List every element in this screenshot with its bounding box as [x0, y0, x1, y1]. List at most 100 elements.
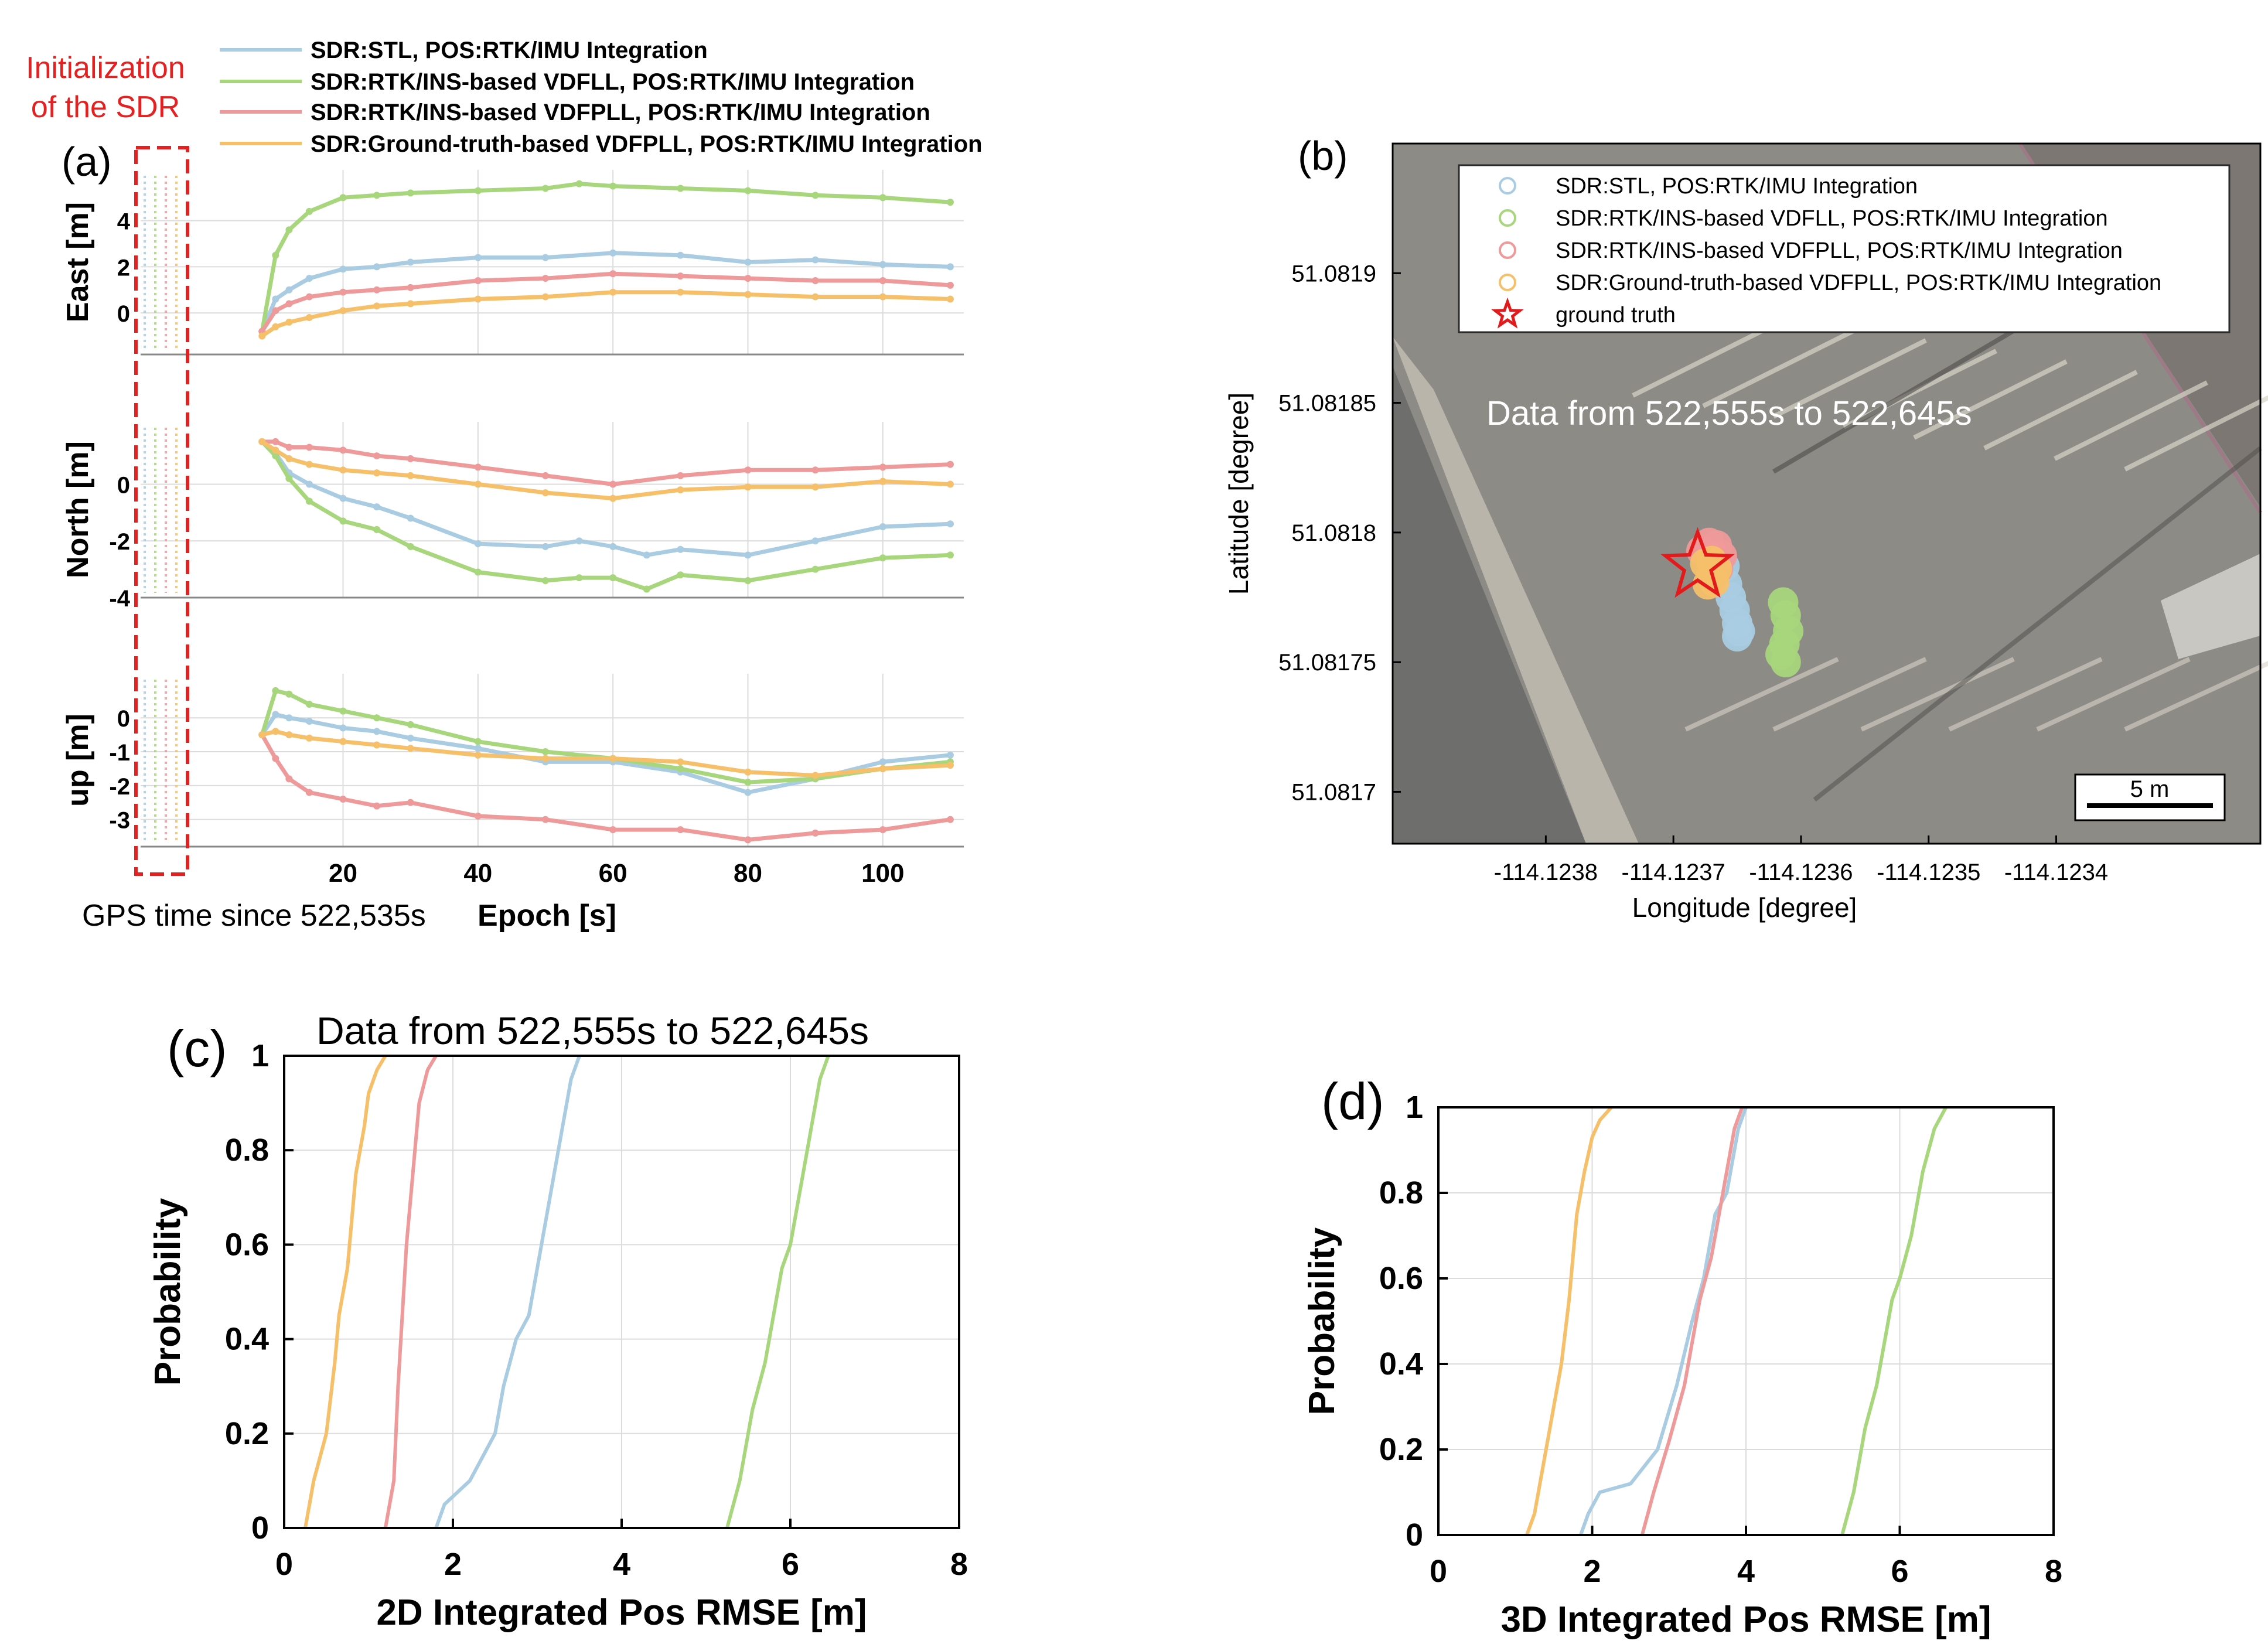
- a-point-vdfll: [407, 721, 414, 728]
- a-ytick-label: -3: [109, 808, 130, 834]
- a-point-vdfll: [339, 517, 347, 525]
- map-parking-line: [1860, 657, 2015, 732]
- a-point-vdfpll-gt: [285, 318, 293, 326]
- map-xtick-label: -114.1234: [2004, 859, 2108, 885]
- a-point-vdfpll-gt: [407, 300, 414, 308]
- a-point-vdfpll-rtk: [541, 275, 549, 282]
- a-point-vdfpll-gt: [879, 765, 886, 772]
- a-point-vdfll: [285, 226, 293, 234]
- map-parking-line: [1772, 338, 1927, 419]
- a-point-stl: [879, 261, 886, 268]
- a-point-vdfll: [373, 192, 381, 199]
- a-point-vdfpll-gt: [474, 480, 482, 488]
- a-point-vdfpll-rtk: [744, 275, 752, 282]
- panel-b: (b) 51.081751.0817551.081851.0818551.081…: [1223, 133, 2268, 923]
- a-point-vdfll: [811, 192, 819, 199]
- a-point-stl: [946, 520, 954, 528]
- map-parking-line: [1948, 657, 2103, 732]
- panel-b-label: (b): [1298, 133, 1348, 179]
- cdf-xtick-label: 6: [1891, 1554, 1908, 1589]
- cdf-xtick-label: 2: [1583, 1554, 1601, 1589]
- a-point-vdfpll-gt: [879, 293, 886, 301]
- a-point-stl: [541, 543, 549, 550]
- a-point-vdfpll-rtk: [879, 277, 886, 284]
- a-point-vdfpll-rtk: [407, 799, 414, 806]
- a-point-vdfpll-rtk: [541, 472, 549, 479]
- a-point-vdfll: [305, 207, 313, 215]
- a-series-vdfpll-rtk: [260, 734, 951, 842]
- map-sidewalk: [1393, 366, 1586, 844]
- a-point-vdfll: [285, 475, 293, 482]
- a-point-vdfll: [643, 585, 650, 593]
- legend-a-text-stl: SDR:STL, POS:RTK/IMU Integration: [311, 37, 708, 63]
- a-point-vdfll: [474, 568, 482, 576]
- a-point-vdfpll-rtk: [811, 466, 819, 474]
- map-xtick-label: -114.1237: [1622, 859, 1725, 885]
- a-point-vdfpll-rtk: [474, 277, 482, 284]
- cdf-ytick-label: 0.4: [225, 1322, 269, 1357]
- a-series-vdfpll-rtk: [260, 271, 951, 333]
- a-point-vdfpll-rtk: [811, 829, 819, 837]
- a-point-vdfpll-rtk: [474, 463, 482, 471]
- a-point-vdfpll-rtk: [373, 802, 381, 810]
- map-parking-line: [2036, 657, 2191, 732]
- a-point-vdfpll-rtk: [677, 472, 684, 479]
- a-point-vdfpll-gt: [879, 477, 886, 485]
- a-point-vdfpll-gt: [272, 728, 279, 735]
- a-point-stl: [285, 714, 293, 722]
- a-series-vdfll: [260, 440, 951, 591]
- a-xtick-label: 20: [329, 859, 357, 888]
- map-parking-line: [2124, 395, 2268, 472]
- a-point-vdfll: [373, 714, 381, 722]
- a-series-vdfpll-gt: [261, 290, 951, 338]
- map-legend-text: ground truth: [1556, 303, 1676, 328]
- map-legend-marker-vdfpll-rtk: [1499, 241, 1516, 259]
- a-point-stl: [811, 256, 819, 264]
- a-point-vdfll: [541, 185, 549, 192]
- a-point-vdfpll-gt: [677, 288, 684, 296]
- a-point-vdfpll-rtk: [272, 755, 279, 762]
- cdf-series-vdfll: [1840, 1106, 1948, 1536]
- map-parking-line: [1913, 359, 2068, 440]
- a-point-vdfpll-rtk: [541, 816, 549, 823]
- cdf-ylabel: Probability: [1302, 1227, 1342, 1415]
- panel-a: SDR:STL, POS:RTK/IMU Integration SDR:RTK…: [26, 37, 982, 933]
- a-point-vdfpll-gt: [541, 755, 549, 762]
- a-point-stl: [305, 275, 313, 282]
- a-point-vdfpll-gt: [946, 762, 954, 769]
- a-ytick-label: 4: [117, 209, 131, 235]
- a-point-vdfpll-gt: [305, 314, 313, 321]
- a-series-stl: [260, 712, 951, 794]
- map-ytick-label: 51.0819: [1291, 261, 1376, 286]
- cdf-series-vdfll: [725, 1055, 830, 1529]
- a-point-stl: [407, 734, 414, 742]
- a-point-vdfpll-gt: [339, 738, 347, 745]
- map-parking-line: [2054, 380, 2208, 461]
- scale-bar-label: 5 m: [2130, 776, 2170, 802]
- a-point-vdfpll-gt: [373, 302, 381, 310]
- a-point-vdfll: [609, 182, 617, 190]
- a-point-vdfll: [373, 526, 381, 533]
- cdf-xtick-label: 0: [1430, 1554, 1447, 1589]
- map-point-vdfll: [1770, 647, 1801, 678]
- a-point-vdfpll-gt: [305, 734, 313, 742]
- a-xlabel-left: GPS time since 522,535s: [82, 899, 426, 933]
- a-point-vdfpll-gt: [474, 751, 482, 759]
- a-point-vdfll: [305, 497, 313, 505]
- cdf-xtick-label: 2: [444, 1547, 462, 1582]
- map-legend-marker-vdfll: [1499, 209, 1516, 227]
- map-legend-text: SDR:STL, POS:RTK/IMU Integration: [1556, 174, 1918, 199]
- a-point-vdfpll-rtk: [609, 270, 617, 278]
- a-point-vdfpll-rtk: [339, 446, 347, 454]
- legend-a-text-vdfpll-rtk: SDR:RTK/INS-based VDFPLL, POS:RTK/IMU In…: [311, 100, 930, 125]
- map-parking-line: [2124, 660, 2268, 732]
- cdf-xtick-label: 4: [1737, 1554, 1755, 1589]
- a-ylabel: up [m]: [61, 714, 95, 807]
- a-point-vdfll: [407, 543, 414, 550]
- chart-a-north: -4 -2 0 North [m]: [61, 422, 964, 612]
- panel-a-legend: SDR:STL, POS:RTK/IMU Integration SDR:RTK…: [220, 37, 983, 157]
- a-point-vdfll: [305, 701, 313, 708]
- cdf-xtick-label: 0: [275, 1547, 293, 1582]
- map-parking-line: [1684, 657, 1839, 732]
- a-ytick-label: 0: [117, 472, 130, 498]
